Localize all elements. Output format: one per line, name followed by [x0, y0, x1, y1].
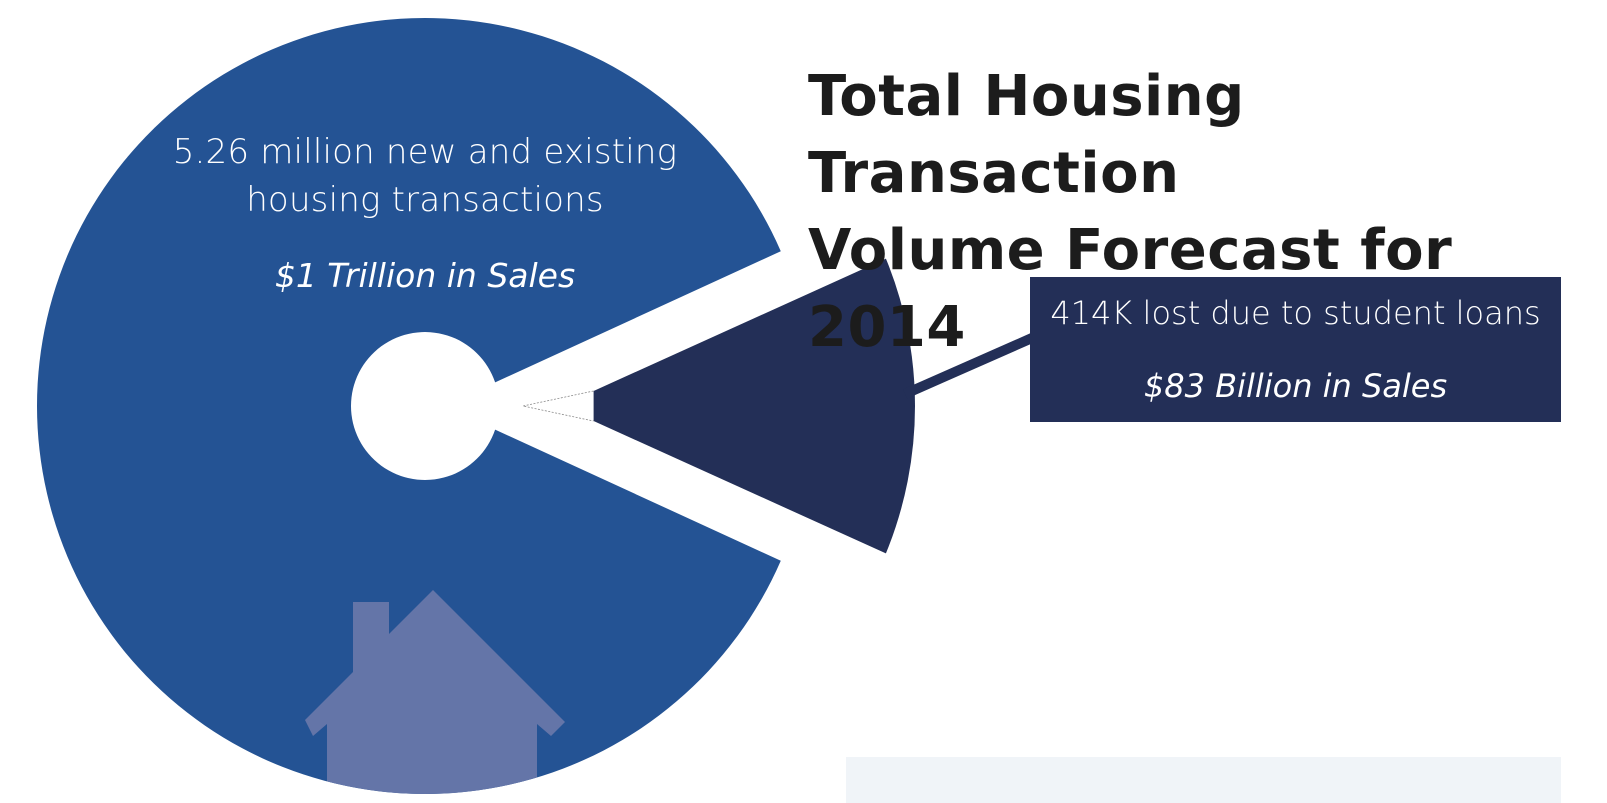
student-loans-label: 414K lost due to student loans — [1050, 294, 1541, 332]
main-slice-label: 5.26 million new and existing housing tr… — [172, 132, 678, 220]
student-loans-callout: 414K lost due to student loans $83 Billi… — [1030, 277, 1561, 422]
slice-pointer-tip — [522, 390, 594, 422]
chart-title-line-1: Total Housing Transaction — [808, 64, 1245, 206]
chart-title: Total Housing Transaction Volume Forecas… — [808, 58, 1588, 366]
student-loans-sales: $83 Billion in Sales — [1143, 367, 1448, 405]
house-icon — [305, 590, 565, 794]
bottom-panel — [846, 757, 1561, 803]
callout-leader-line — [902, 333, 1035, 399]
student-loans-slice — [593, 258, 915, 554]
main-slice-sales: $1 Trillion in Sales — [274, 256, 576, 295]
main-slice — [36, 17, 781, 794]
chart-title-line-2: Volume Forecast for 2014 — [808, 218, 1453, 360]
